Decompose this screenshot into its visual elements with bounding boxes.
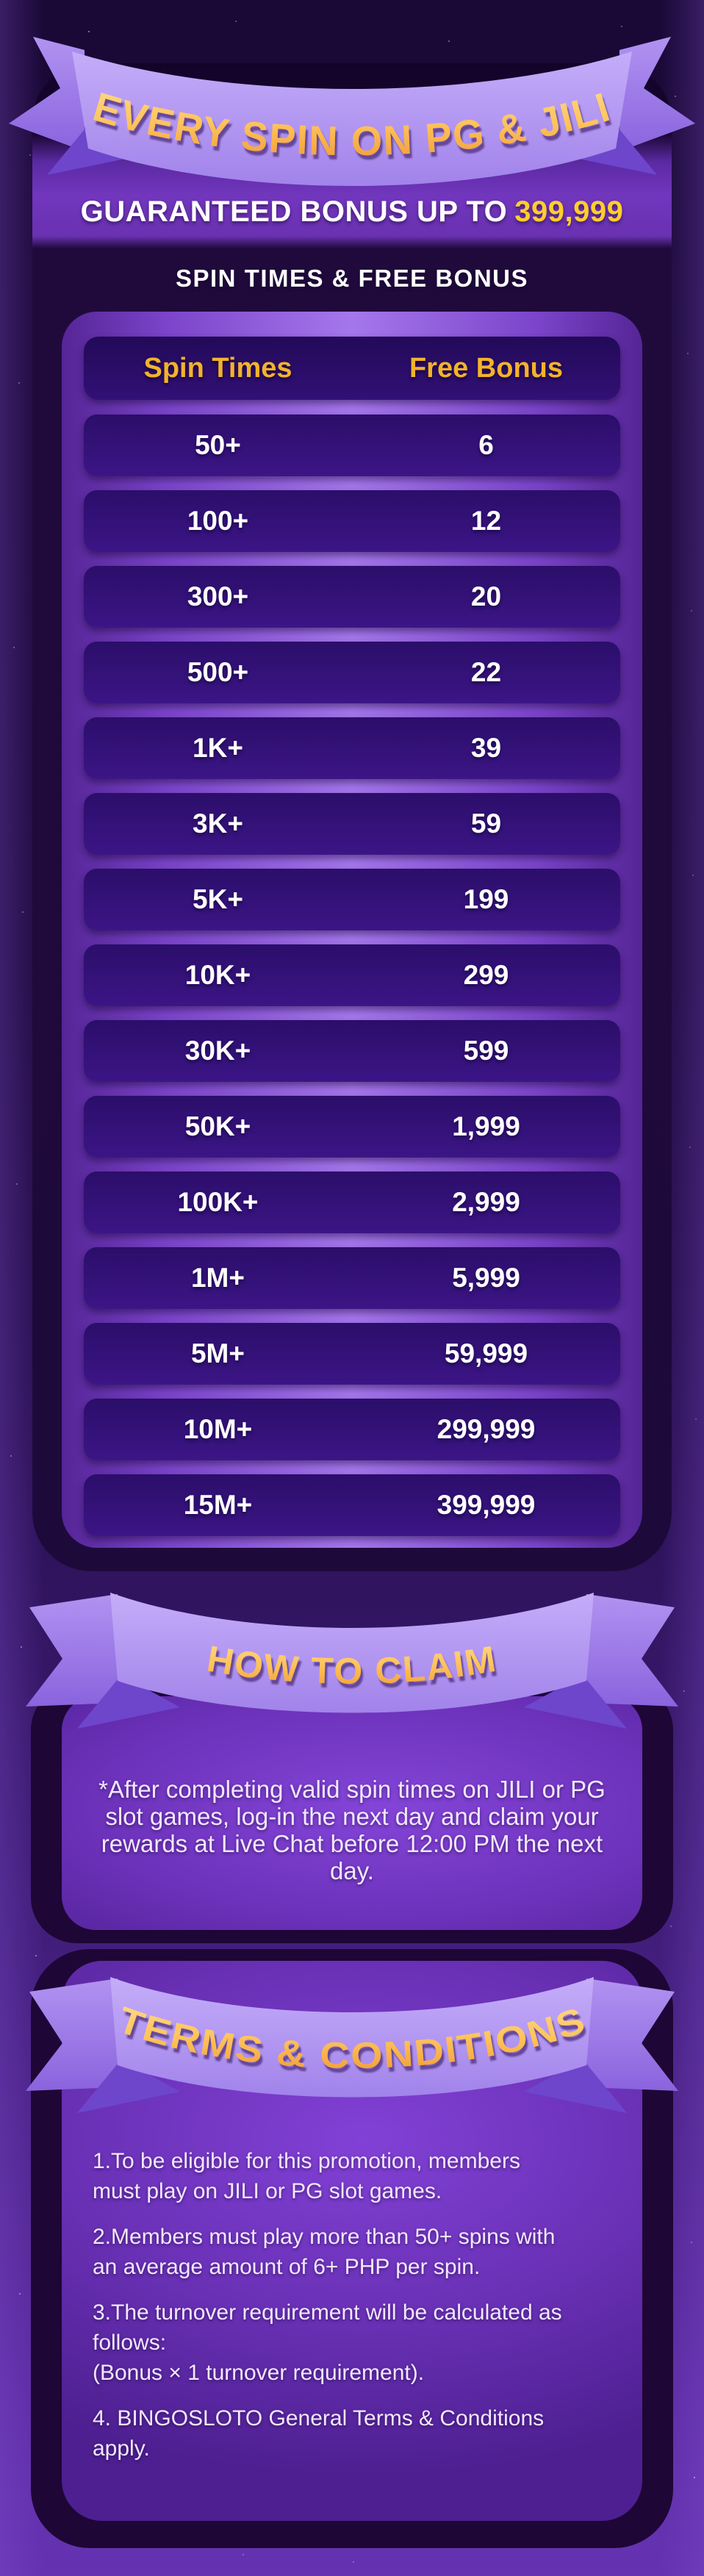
terms-item: 1.To be eligible for this promotion, mem… xyxy=(93,2149,520,2203)
table-row: 100+ 12 xyxy=(84,490,620,552)
cell-spin-times: 300+ xyxy=(187,581,249,611)
table-row: 50+ 6 xyxy=(84,415,620,476)
ribbon-band xyxy=(72,51,632,186)
cell-free-bonus: 299 xyxy=(463,960,509,990)
ribbon-band xyxy=(110,1977,594,2098)
table-row: 1M+ 5,999 xyxy=(84,1247,620,1309)
cell-free-bonus: 599 xyxy=(463,1036,509,1066)
ribbon-wing-left xyxy=(26,1978,118,2091)
cell-spin-times: 15M+ xyxy=(183,1490,253,1520)
cell-spin-times: 100+ xyxy=(187,506,249,536)
table-row: 3K+ 59 xyxy=(84,793,620,855)
guarantee-text: GUARANTEED BONUS UP TO 399,999 xyxy=(0,195,704,229)
table-row: 5K+ 199 xyxy=(84,869,620,930)
ribbon-fold-right xyxy=(524,1675,627,1729)
terms-item: 2.Members must play more than 50+ spins … xyxy=(93,2225,556,2279)
cell-spin-times: 50+ xyxy=(195,430,241,460)
bonus-table-panel: Spin Times Free Bonus 50+ 6 100+ 12 300+ 20 50… xyxy=(62,312,642,1548)
ribbon-every-spin: EVERY SPIN ON PG & JILI xyxy=(9,37,695,186)
cell-free-bonus: 2,999 xyxy=(452,1187,520,1217)
table-row: 100K+ 2,999 xyxy=(84,1172,620,1233)
cell-spin-times: 1M+ xyxy=(190,1263,245,1293)
cell-free-bonus: 5,999 xyxy=(452,1263,520,1293)
ribbon-wing-right xyxy=(619,37,695,151)
table-row: 5M+ 59,999 xyxy=(84,1323,620,1385)
table-rows: 50+ 6 100+ 12 300+ 20 500+ 22 1K+ 39 3K+ 59 5K+ 199 10… xyxy=(84,415,620,1536)
column-header-spin-times: Spin Times xyxy=(143,352,292,384)
cell-spin-times: 5M+ xyxy=(190,1338,245,1368)
cell-free-bonus: 20 xyxy=(470,581,502,611)
cell-free-bonus: 6 xyxy=(478,430,494,460)
cell-free-bonus: 39 xyxy=(470,733,502,763)
cell-free-bonus: 22 xyxy=(470,657,502,687)
terms-item: 4. BINGOSLOTO General Terms & Conditions… xyxy=(93,2406,545,2461)
cell-spin-times: 30K+ xyxy=(184,1036,251,1066)
cell-free-bonus: 1,999 xyxy=(452,1111,520,1141)
cell-spin-times: 100K+ xyxy=(177,1187,259,1217)
cell-free-bonus: 399,999 xyxy=(437,1490,536,1520)
ribbon-fold-right xyxy=(524,2059,627,2113)
cell-free-bonus: 59 xyxy=(470,808,502,839)
cell-spin-times: 50K+ xyxy=(184,1111,251,1141)
cell-spin-times: 10M+ xyxy=(183,1414,253,1444)
table-heading: SPIN TIMES & FREE BONUS xyxy=(175,265,529,292)
ribbon-wing-right xyxy=(586,1978,678,2091)
bonus-amount: 399,999 xyxy=(514,195,624,228)
starfield xyxy=(0,0,1,1)
ribbon-fold-left xyxy=(77,1675,180,1729)
cell-free-bonus: 199 xyxy=(463,884,509,914)
table-row: 50K+ 1,999 xyxy=(84,1096,620,1158)
ribbon-terms-conditions: TERMS & CONDITIONS xyxy=(26,1977,678,2113)
cell-free-bonus: 299,999 xyxy=(437,1414,536,1444)
ribbon-wing-left xyxy=(9,37,85,151)
cell-free-bonus: 59,999 xyxy=(444,1338,528,1368)
terms-item: 3.The turnover requirement will be calcu… xyxy=(93,2300,562,2385)
cell-spin-times: 1K+ xyxy=(193,733,243,763)
ribbon-how-to-claim: HOW TO CLAIM xyxy=(26,1593,678,1729)
cell-spin-times: 10K+ xyxy=(184,960,251,990)
column-header-free-bonus: Free Bonus xyxy=(409,352,564,384)
table-row: 10K+ 299 xyxy=(84,944,620,1006)
cell-spin-times: 500+ xyxy=(187,657,249,687)
table-row: 10M+ 299,999 xyxy=(84,1399,620,1460)
table-row: 30K+ 599 xyxy=(84,1020,620,1082)
table-row: 15M+ 399,999 xyxy=(84,1474,620,1536)
terms-list: 1.To be eligible for this promotion, mem… xyxy=(93,2146,636,2479)
cell-free-bonus: 12 xyxy=(470,506,502,536)
claim-panel xyxy=(62,1696,642,1930)
table-row: 1K+ 39 xyxy=(84,717,620,779)
ribbon-wing-left xyxy=(26,1594,118,1707)
table-row: 300+ 20 xyxy=(84,566,620,628)
ribbon-wing-right xyxy=(586,1594,678,1707)
table-row: 500+ 22 xyxy=(84,642,620,703)
cell-spin-times: 3K+ xyxy=(193,808,243,839)
cell-spin-times: 5K+ xyxy=(193,884,243,914)
table-header: Spin Times Free Bonus xyxy=(84,337,620,400)
ribbon-fold-left xyxy=(77,2059,180,2113)
guarantee-prefix: GUARANTEED BONUS UP TO xyxy=(80,195,508,228)
ribbon-band xyxy=(110,1593,594,1713)
claim-instructions: *After completing valid spin times on JI… xyxy=(98,1776,606,1884)
